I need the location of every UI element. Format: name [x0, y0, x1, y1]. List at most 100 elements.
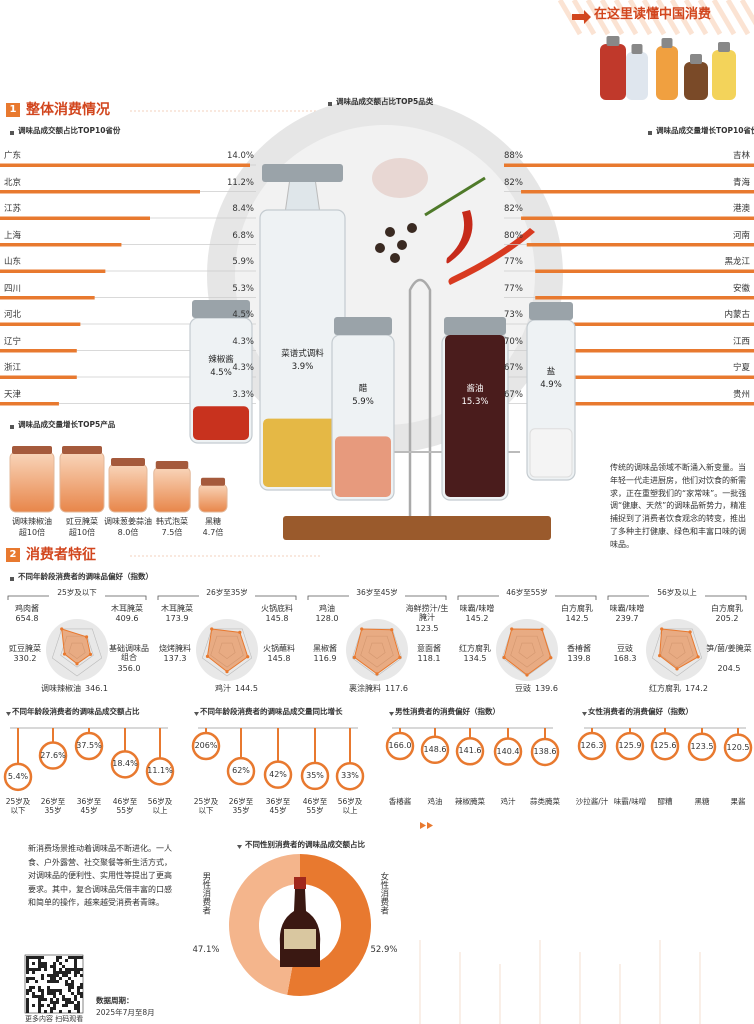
radar-point: [696, 655, 700, 659]
qr-cell: [44, 965, 47, 968]
radar-point: [688, 630, 692, 634]
category-label: 豇豆腌菜: [9, 644, 41, 653]
qr-cell: [74, 1004, 77, 1007]
bullet: [10, 425, 14, 429]
qr-cell: [44, 968, 47, 971]
qr-cell: [74, 962, 77, 965]
value-label: 14.0%: [226, 151, 254, 161]
pie-arc: [287, 854, 371, 996]
category-label: 辣椒酱: [208, 354, 234, 365]
qr-cell: [47, 980, 50, 983]
qr-cell: [38, 1010, 41, 1013]
panel-title: 26岁至35岁: [206, 588, 248, 597]
radar-area: [206, 628, 249, 673]
qr-cell: [29, 977, 32, 980]
dot: [38, 741, 68, 770]
radar-point: [510, 627, 514, 631]
qr-caption: 更多内容 扫码观看: [25, 1015, 84, 1023]
radar-point: [238, 630, 242, 634]
qr-cell: [47, 974, 50, 977]
qr-cell: [53, 992, 56, 995]
value-label: 77%: [504, 283, 523, 294]
qr-cell: [41, 998, 44, 1001]
value-label: 62%: [232, 766, 250, 776]
qr-cell: [62, 998, 65, 1001]
category-label: 56岁及以上: [147, 797, 173, 815]
radar-point: [398, 655, 402, 660]
header-stripe: [669, 0, 695, 36]
category-label: 调味辣椒油: [41, 684, 81, 693]
qr-cell: [38, 995, 41, 998]
radar-point: [390, 628, 394, 632]
header-stripe: [599, 0, 625, 36]
radar-area: [659, 628, 699, 670]
qr-cell: [32, 977, 35, 980]
radar-ring: [201, 628, 253, 677]
category-label: 豆豉: [515, 684, 531, 693]
category-label: 蒜类腌菜: [530, 797, 560, 806]
title-marker: [582, 712, 587, 716]
peppercorn: [375, 243, 385, 253]
qr-cell: [41, 989, 44, 992]
bar: [0, 190, 200, 194]
category-label: 笋/菌/姜腌菜: [706, 644, 752, 653]
qr-cell: [50, 980, 53, 983]
qr-cell: [56, 974, 59, 977]
bottle-cap: [294, 877, 306, 889]
category-label: 鸡油: [319, 604, 335, 613]
chart-title: 不同性别消费者的调味品成交额占比: [245, 840, 365, 849]
header-stripe: [585, 0, 611, 36]
bar: [0, 296, 95, 300]
chart-title: 不同年龄段消费者的调味品偏好（指数）: [18, 572, 153, 581]
panel-title-bg: [49, 589, 105, 601]
bar: [555, 349, 754, 353]
qr-cell: [26, 968, 29, 971]
qr-cell: [47, 989, 50, 992]
deco-bottle: [656, 46, 678, 100]
value-label: 128.0: [315, 614, 339, 623]
qr-cell: [53, 1004, 56, 1007]
dot: [530, 737, 560, 767]
category-label: 醋: [358, 383, 368, 394]
qr-cell: [56, 980, 59, 983]
qr-cell: [77, 992, 80, 995]
header-stripe: [613, 0, 639, 36]
header-stripe: [711, 0, 737, 36]
category-label: 裹涂腌料: [349, 684, 381, 693]
value-label: 118.1: [417, 654, 441, 663]
qr-cell: [53, 977, 56, 980]
qr-cell: [38, 968, 41, 971]
qr-cell: [65, 980, 68, 983]
value-label: 654.8: [15, 614, 39, 623]
category-label: 红方腐乳: [459, 644, 491, 653]
jar-fill: [445, 335, 505, 497]
qr-cell: [77, 1001, 80, 1004]
deco-bottle: [626, 52, 648, 100]
value-label: 346.1: [85, 684, 108, 693]
qr-cell: [44, 962, 47, 965]
section-title: 整体消费情况: [26, 102, 110, 118]
product-jar: [153, 466, 191, 513]
qr-cell: [77, 971, 80, 974]
header-stripe: [683, 0, 709, 36]
qr-cell: [50, 1001, 53, 1004]
qr-cell: [38, 1004, 41, 1007]
qr-cell: [26, 1010, 29, 1013]
qr-cell: [71, 968, 74, 971]
category-label: 56岁及以上: [337, 797, 363, 815]
value-label: 120.5: [726, 742, 750, 752]
value-label: 139.6: [535, 684, 558, 693]
title-marker: [237, 845, 242, 849]
value-label: 15.3%: [461, 396, 489, 407]
bullet: [10, 131, 14, 135]
peppercorn: [407, 223, 417, 233]
category-label: 木耳腌菜: [161, 604, 193, 613]
title-marker: [6, 712, 11, 716]
peppercorn: [397, 240, 407, 250]
category-label: 贵州: [732, 389, 750, 400]
bar: [0, 402, 59, 406]
category-label: 北京: [4, 177, 22, 188]
value-label: 174.2: [685, 684, 708, 693]
product-jar: [9, 451, 55, 513]
